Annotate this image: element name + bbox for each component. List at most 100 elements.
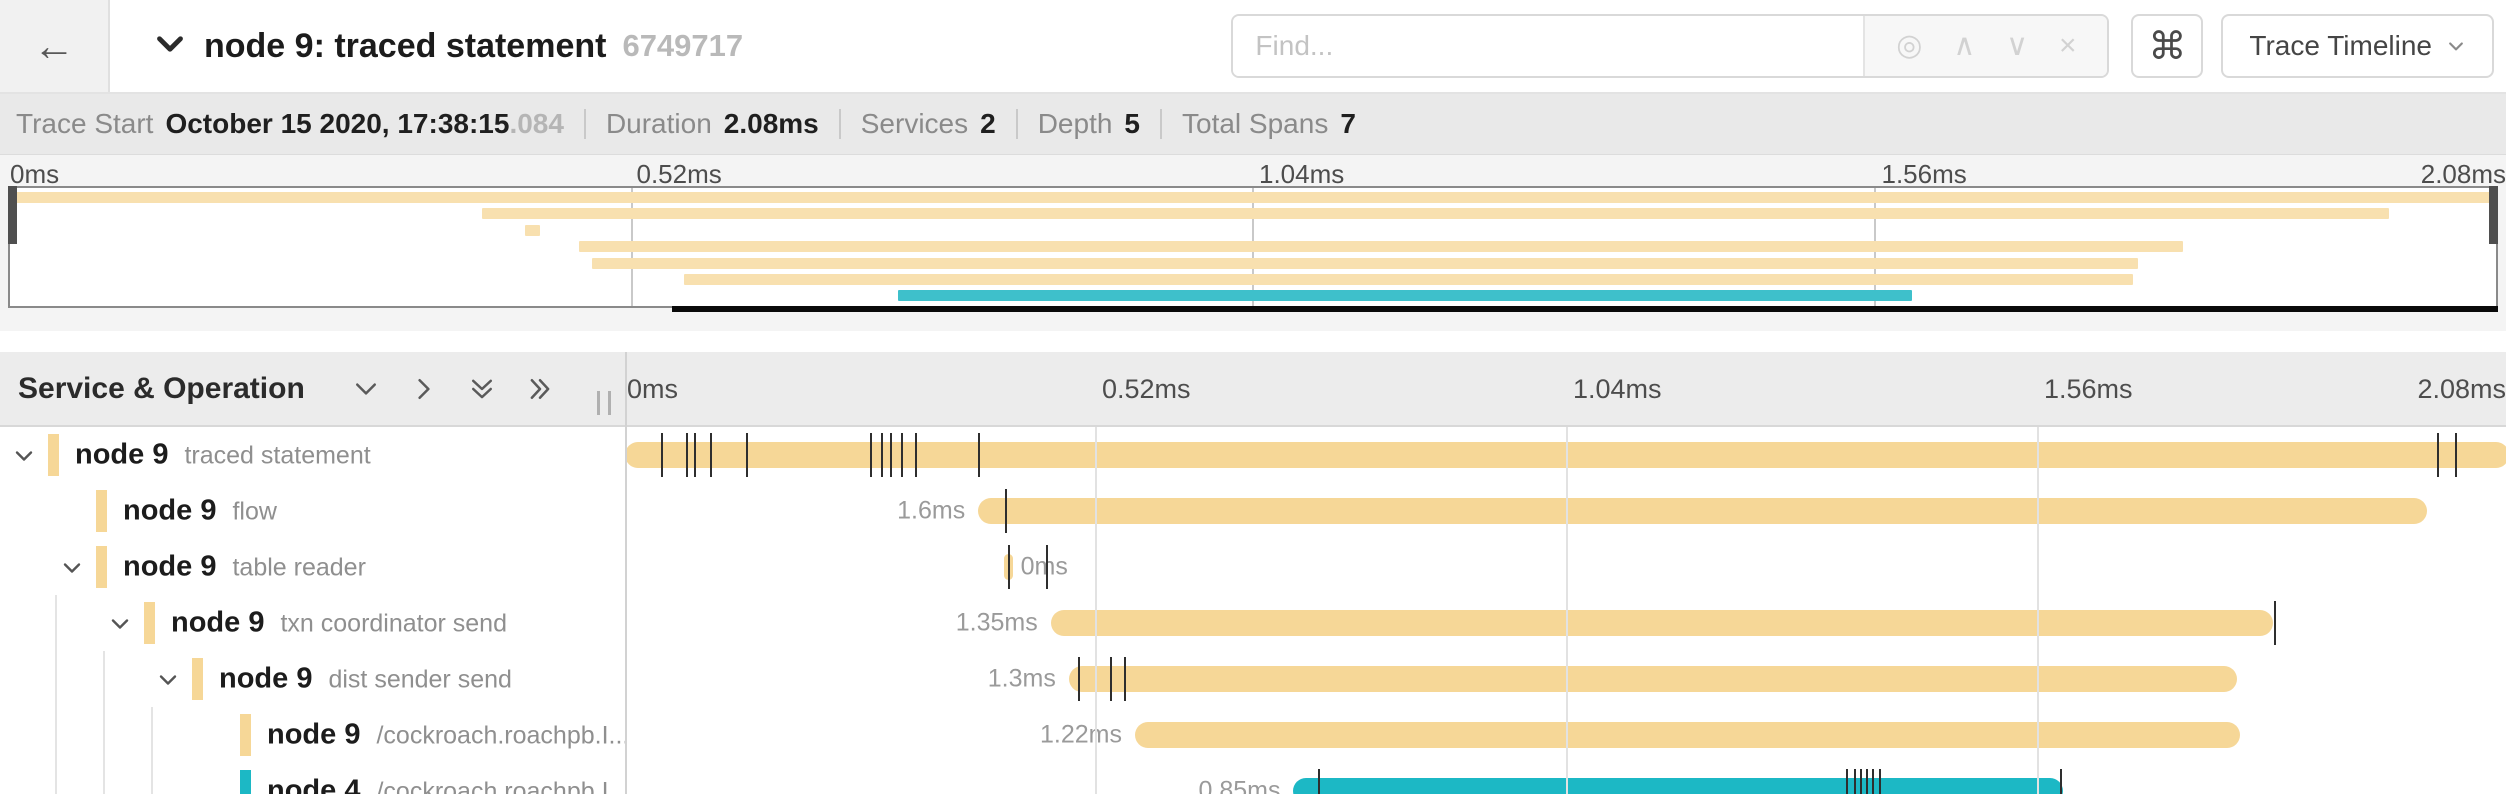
chevron-down-icon[interactable]: [152, 26, 188, 67]
span-log-tick[interactable]: [1077, 657, 1080, 701]
span-log-tick[interactable]: [1124, 657, 1127, 701]
span-row[interactable]: node 9 traced statement: [0, 427, 2506, 483]
span-table-header: Service & Operation 0ms 0.52ms 1.04m: [0, 352, 2506, 427]
indent-guide: [55, 763, 57, 794]
back-button[interactable]: ←: [33, 22, 75, 69]
service-color-bar: [96, 546, 107, 588]
operation-name: /cockroach.roachpb.I...: [376, 721, 625, 750]
clear-search-icon[interactable]: ×: [2058, 29, 2077, 62]
timeline-scrollbar[interactable]: [672, 306, 2498, 312]
span-log-tick[interactable]: [1860, 769, 1863, 794]
span-row[interactable]: node 9 flow 1.6ms: [0, 483, 2506, 539]
span-log-tick[interactable]: [685, 433, 688, 477]
span-log-tick[interactable]: [978, 433, 981, 477]
summary-label: Trace Start: [16, 108, 154, 139]
span-row[interactable]: node 9 table reader 0ms: [0, 539, 2506, 595]
span-row[interactable]: node 4/cockroach.roachpb.I... 0.85ms: [0, 763, 2506, 794]
operation-name: table reader: [232, 553, 366, 582]
span-log-tick[interactable]: [1317, 769, 1320, 794]
span-collapse-chevron-icon[interactable]: [60, 556, 84, 585]
span-log-tick[interactable]: [1879, 769, 1882, 794]
trace-id: 6749717: [622, 28, 744, 63]
summary-separator: [838, 109, 841, 139]
span-log-tick[interactable]: [746, 433, 749, 477]
summary-label: Depth: [1037, 108, 1113, 139]
span-log-tick[interactable]: [901, 433, 904, 477]
span-row[interactable]: node 9 dist sender send 1.3ms: [0, 651, 2506, 707]
minimap-right-scrubber[interactable]: [2489, 186, 2498, 244]
expand-one-icon[interactable]: [409, 374, 439, 404]
locate-icon[interactable]: ◎: [1896, 29, 1923, 62]
span-log-tick[interactable]: [914, 433, 917, 477]
expand-all-icon[interactable]: [525, 374, 555, 404]
span-log-tick[interactable]: [2059, 769, 2062, 794]
minimap-span-bar: [683, 274, 2134, 285]
span-log-tick[interactable]: [1872, 769, 1875, 794]
summary-separator: [1015, 109, 1018, 139]
axis-tick-label: 1.56ms: [2044, 374, 2133, 404]
span-log-tick[interactable]: [710, 433, 713, 477]
back-strip: ←: [0, 0, 110, 92]
span-collapse-chevron-icon[interactable]: [108, 612, 132, 641]
minimap-left-scrubber[interactable]: [8, 186, 17, 244]
span-duration-bar[interactable]: [625, 442, 2506, 468]
axis-tick-label: 0.52ms: [636, 159, 722, 189]
view-selector-button[interactable]: Trace Timeline: [2221, 14, 2494, 78]
find-group: ◎ ∧ ∨ ×: [1231, 14, 2110, 78]
span-duration-label: 1.3ms: [987, 664, 1056, 693]
keyboard-shortcuts-button[interactable]: ⌘: [2131, 14, 2204, 78]
operation-name: /cockroach.roachpb.I...: [376, 777, 625, 794]
span-log-tick[interactable]: [1845, 769, 1848, 794]
span-rows: node 9 traced statement node 9 flow 1.6ms nod…: [0, 427, 2506, 794]
top-bar: ← node 9: traced statement 6749717 ◎ ∧ ∨…: [0, 0, 2506, 94]
span-duration-label: 0ms: [1020, 552, 1068, 581]
collapse-controls: [351, 374, 555, 404]
span-row-name-cell: node 9 table reader: [0, 539, 625, 595]
indent-guide: [151, 763, 153, 794]
span-row-timeline-cell: 1.22ms: [625, 707, 2506, 763]
service-name: node 4/cockroach.roachpb.I...: [267, 775, 625, 794]
span-log-tick[interactable]: [890, 433, 893, 477]
summary-label: Duration: [605, 108, 712, 139]
span-log-tick[interactable]: [1854, 769, 1857, 794]
collapse-all-icon[interactable]: [467, 374, 497, 404]
span-duration-bar[interactable]: [1134, 722, 2240, 748]
prev-result-icon[interactable]: ∧: [1953, 29, 1976, 62]
span-log-tick[interactable]: [661, 433, 664, 477]
span-row-timeline-cell: 1.3ms: [625, 651, 2506, 707]
minimap-span-bar: [524, 224, 540, 236]
summary-item: Duration 2.08ms: [606, 108, 819, 140]
column-resize-grabber[interactable]: [597, 391, 611, 415]
axis-tick-label: 0ms: [627, 374, 679, 404]
span-log-tick[interactable]: [869, 433, 872, 477]
span-duration-label: 1.35ms: [955, 608, 1038, 637]
span-row[interactable]: node 9/cockroach.roachpb.I... 1.22ms: [0, 707, 2506, 763]
minimap-span-bar: [591, 257, 2138, 269]
find-input[interactable]: [1233, 16, 1864, 76]
span-log-tick[interactable]: [881, 433, 884, 477]
collapse-one-icon[interactable]: [351, 374, 381, 404]
span-log-tick[interactable]: [1865, 769, 1868, 794]
span-duration-bar[interactable]: [1050, 610, 2274, 636]
minimap-canvas[interactable]: [8, 186, 2498, 308]
span-duration-bar[interactable]: [1293, 778, 2064, 794]
span-log-tick[interactable]: [693, 433, 696, 477]
span-row[interactable]: node 9 txn coordinator send 1.35ms: [0, 595, 2506, 651]
span-log-tick[interactable]: [2436, 433, 2439, 477]
span-row-timeline-cell: 1.6ms: [625, 483, 2506, 539]
span-duration-bar[interactable]: [1068, 666, 2238, 692]
span-log-tick[interactable]: [1005, 489, 1008, 533]
span-duration-bar[interactable]: [978, 498, 2428, 524]
span-log-tick[interactable]: [1046, 545, 1049, 589]
span-row-name-cell: node 9 traced statement: [0, 427, 625, 483]
span-log-tick[interactable]: [1110, 657, 1113, 701]
span-log-tick[interactable]: [1008, 545, 1011, 589]
next-result-icon[interactable]: ∨: [2006, 29, 2029, 62]
span-collapse-chevron-icon[interactable]: [12, 444, 36, 473]
span-collapse-chevron-icon[interactable]: [156, 668, 180, 697]
span-log-tick[interactable]: [2273, 601, 2276, 645]
service-name: node 9 txn coordinator send: [171, 606, 507, 639]
indent-guide: [103, 651, 105, 707]
span-log-tick[interactable]: [2454, 433, 2457, 477]
span-row-name-cell: node 4/cockroach.roachpb.I...: [0, 763, 625, 794]
